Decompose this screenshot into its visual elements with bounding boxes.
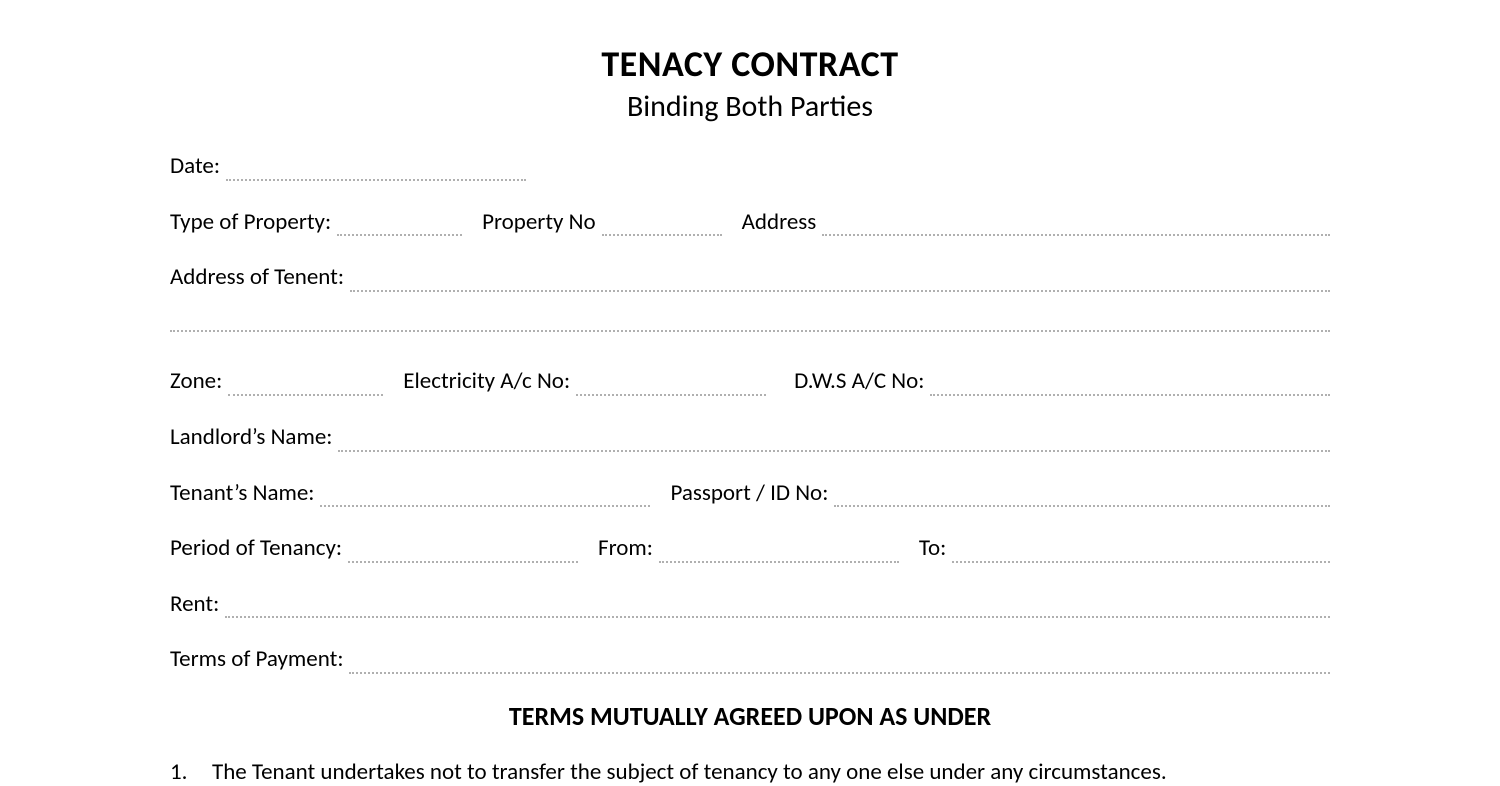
tenant-address-line-2: [170, 312, 1330, 333]
passport-id-label: Passport / ID No:: [670, 480, 834, 508]
zone-label: Zone:: [170, 368, 228, 396]
terms-section-heading: TERMS MUTUALLY AGREED UPON AS UNDER: [170, 700, 1330, 732]
row-tenant-address-2: [170, 312, 1330, 333]
from-line: [659, 542, 899, 563]
property-no-line: [602, 216, 722, 237]
row-rent: Rent:: [170, 591, 1330, 619]
type-of-property-label: Type of Property:: [170, 209, 337, 237]
electricity-label: Electricity A/c No:: [403, 368, 576, 396]
from-label: From:: [598, 535, 659, 563]
tenant-address-line-1: [350, 271, 1330, 292]
type-of-property-line: [337, 216, 462, 237]
row-tenant-address-1: Address of Tenent:: [170, 264, 1330, 292]
terms-payment-line: [349, 653, 1330, 674]
period-label: Period of Tenancy:: [170, 535, 348, 563]
rent-line: [225, 598, 1330, 619]
row-period: Period of Tenancy: From: To:: [170, 535, 1330, 563]
electricity-line: [576, 375, 766, 396]
row-date: Date:: [170, 153, 1330, 181]
row-zone: Zone: Electricity A/c No: D.W.S A/C No:: [170, 368, 1330, 396]
document-page: TENACY CONTRACT Binding Both Parties Dat…: [0, 0, 1500, 785]
property-no-label: Property No: [482, 209, 602, 237]
term-item-1: 1. The Tenant undertakes not to transfer…: [170, 758, 1330, 786]
tenant-name-label: Tenant’s Name:: [170, 480, 320, 508]
term-1-text: The Tenant undertakes not to transfer th…: [212, 758, 1330, 786]
dws-line: [930, 375, 1330, 396]
passport-id-line: [834, 487, 1330, 508]
period-line: [348, 542, 578, 563]
zone-line: [228, 375, 383, 396]
row-landlord: Landlord’s Name:: [170, 424, 1330, 452]
date-field-line: [226, 160, 526, 181]
form-block: Date: Type of Property: Property No Addr…: [170, 153, 1330, 674]
row-property: Type of Property: Property No Address: [170, 209, 1330, 237]
landlord-name-line: [338, 431, 1330, 452]
document-subtitle: Binding Both Parties: [170, 88, 1330, 125]
row-terms-payment: Terms of Payment:: [170, 646, 1330, 674]
terms-payment-label: Terms of Payment:: [170, 646, 349, 674]
dws-label: D.W.S A/C No:: [794, 368, 930, 396]
terms-list: 1. The Tenant undertakes not to transfer…: [170, 758, 1330, 786]
rent-label: Rent:: [170, 591, 225, 619]
document-title: TENACY CONTRACT: [170, 42, 1330, 86]
landlord-name-label: Landlord’s Name:: [170, 424, 338, 452]
term-1-number: 1.: [170, 758, 212, 786]
address-label: Address: [742, 209, 823, 237]
address-line: [822, 216, 1330, 237]
title-block: TENACY CONTRACT Binding Both Parties: [170, 42, 1330, 125]
to-label: To:: [919, 535, 952, 563]
tenant-name-line: [320, 487, 650, 508]
address-of-tenant-label: Address of Tenent:: [170, 264, 350, 292]
to-line: [952, 542, 1330, 563]
date-label: Date:: [170, 153, 226, 181]
row-tenant-name: Tenant’s Name: Passport / ID No:: [170, 480, 1330, 508]
